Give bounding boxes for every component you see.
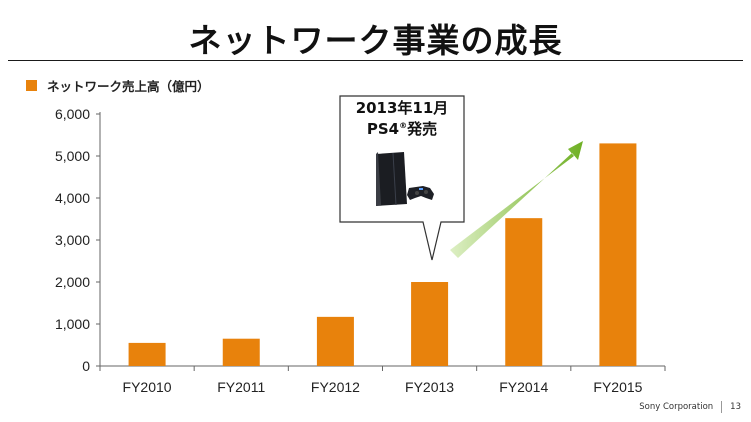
- bar-fy2015: [599, 143, 637, 366]
- y-tick-label: 5,000: [55, 148, 90, 164]
- callout-release-word: 発売: [407, 120, 438, 138]
- company-name: Sony Corporation: [639, 402, 714, 412]
- y-tick-label: 1,000: [55, 316, 90, 332]
- y-tick-label: 6,000: [55, 106, 90, 122]
- page-title: ネットワーク事業の成長: [188, 21, 563, 60]
- chart-legend: ネットワーク売上高（億円）: [26, 77, 210, 94]
- title-divider: [8, 60, 743, 61]
- y-tick-label: 3,000: [55, 232, 90, 248]
- bar-fy2010: [128, 342, 166, 366]
- callout-registered-mark: ®: [399, 121, 408, 130]
- x-tick-label: FY2011: [217, 379, 265, 395]
- ps4-console-icon: [376, 152, 434, 206]
- x-tick-label: FY2012: [311, 379, 360, 395]
- y-tick-label: 0: [82, 358, 90, 374]
- x-tick-label: FY2013: [405, 379, 454, 395]
- bar-fy2014: [505, 218, 543, 366]
- y-tick-label: 2,000: [55, 274, 90, 290]
- x-tick-label: FY2014: [499, 379, 548, 395]
- callout-release: PS4®発売: [340, 117, 464, 138]
- slide-footer: Sony Corporation 13: [639, 401, 741, 413]
- page-number: 13: [730, 402, 741, 412]
- x-tick-label: FY2015: [593, 379, 642, 395]
- legend-swatch: [26, 79, 37, 91]
- bar-fy2011: [222, 338, 260, 366]
- bar-fy2013: [411, 282, 449, 366]
- callout-text: 2013年11月 PS4®発売: [340, 99, 464, 138]
- y-tick-label: 4,000: [55, 190, 90, 206]
- callout-date: 2013年11月: [355, 99, 449, 117]
- growth-arrow-icon: [450, 141, 583, 258]
- legend-label: ネットワーク売上高（億円）: [47, 78, 210, 94]
- bar-fy2012: [316, 316, 354, 366]
- x-tick-label: FY2010: [123, 379, 172, 395]
- footer-separator: [721, 401, 723, 413]
- callout-product: PS4: [366, 120, 400, 138]
